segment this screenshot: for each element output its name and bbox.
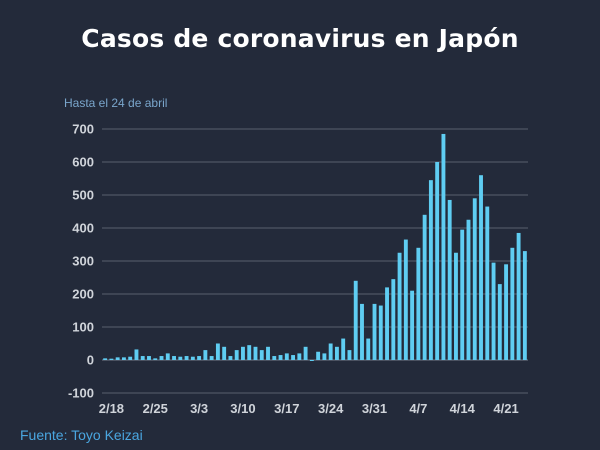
bar — [397, 252, 402, 360]
bar — [334, 346, 339, 360]
bar — [165, 353, 170, 360]
y-axis-ticks: -100 0 100 200 300 400 500 600 700 — [68, 122, 94, 401]
bar — [103, 358, 108, 360]
bar — [134, 349, 139, 360]
bar — [297, 353, 302, 360]
bar — [366, 338, 371, 360]
bar — [128, 356, 133, 360]
y-tick-label: 600 — [72, 155, 94, 170]
y-tick-label: 700 — [72, 122, 94, 137]
bar — [510, 247, 515, 360]
y-tick-label: 100 — [72, 320, 94, 335]
bar — [441, 133, 446, 360]
bar — [140, 356, 145, 360]
y-tick-label: 0 — [87, 353, 94, 368]
bar — [266, 346, 270, 360]
x-tick-label: 4/14 — [450, 401, 476, 416]
y-tick-label: 300 — [72, 254, 94, 269]
bar — [247, 345, 252, 360]
bar — [203, 350, 208, 360]
bar — [172, 356, 176, 360]
y-tick-label: 200 — [72, 287, 94, 302]
chart-title: Casos de coronavirus en Japón — [81, 24, 519, 53]
bars — [103, 133, 527, 361]
bar — [178, 356, 183, 360]
bar — [259, 350, 264, 360]
y-tick-label: 500 — [72, 188, 94, 203]
x-tick-label: 4/7 — [409, 401, 427, 416]
bar — [372, 303, 377, 360]
bar — [322, 353, 327, 360]
bar — [385, 287, 389, 360]
bar — [347, 350, 352, 360]
bar — [472, 198, 477, 360]
x-tick-label: 2/25 — [143, 401, 168, 416]
bar — [522, 251, 527, 360]
bar — [485, 206, 490, 360]
bar — [272, 356, 277, 360]
x-tick-label: 3/24 — [318, 401, 344, 416]
bar — [466, 219, 471, 360]
bar — [341, 338, 346, 360]
x-tick-label: 4/21 — [493, 401, 518, 416]
gridlines — [102, 128, 528, 394]
bar — [147, 356, 151, 360]
x-axis-ticks: 2/18 2/25 3/3 3/10 3/17 3/24 3/31 4/7 4/14 4/21 — [99, 401, 519, 416]
bar — [403, 239, 408, 360]
bar — [316, 351, 321, 360]
x-tick-label: 3/31 — [362, 401, 387, 416]
chart-subtitle: Hasta el 24 de abril — [64, 96, 168, 110]
bar — [115, 357, 120, 360]
bar — [121, 357, 126, 360]
y-tick-label: 400 — [72, 221, 94, 236]
bar — [454, 252, 458, 360]
bar — [228, 356, 233, 360]
x-tick-label: 2/18 — [99, 401, 124, 416]
bar — [303, 346, 308, 360]
y-tick-label: -100 — [68, 386, 94, 401]
bar — [241, 346, 245, 360]
bar — [291, 355, 296, 360]
bar — [197, 356, 202, 360]
bar — [516, 232, 521, 360]
x-tick-label: 3/10 — [230, 401, 255, 416]
bar — [253, 346, 258, 360]
bar — [153, 358, 158, 360]
bar — [278, 355, 283, 360]
bar — [422, 214, 427, 360]
source-note: Fuente: Toyo Keizai — [20, 427, 143, 443]
bar — [378, 305, 383, 360]
x-tick-label: 3/3 — [190, 401, 208, 416]
bar — [447, 199, 452, 360]
bar — [391, 279, 396, 360]
bar — [435, 162, 440, 360]
bar — [222, 346, 227, 360]
x-tick-label: 3/17 — [274, 401, 299, 416]
bar — [504, 264, 509, 360]
bar — [159, 356, 164, 360]
bar — [428, 180, 433, 360]
bar — [109, 358, 114, 360]
bar — [284, 353, 289, 360]
bar — [360, 303, 364, 360]
bar — [209, 356, 214, 360]
bar — [234, 350, 239, 360]
bar — [309, 360, 314, 361]
bar — [416, 247, 421, 360]
bar — [215, 343, 220, 360]
bar — [353, 280, 358, 360]
bar — [410, 290, 415, 360]
bar — [491, 262, 496, 360]
bar — [479, 175, 483, 360]
bar — [184, 356, 189, 360]
bar — [460, 229, 465, 360]
bar — [328, 343, 333, 360]
bar — [190, 356, 195, 360]
bar — [497, 284, 502, 360]
